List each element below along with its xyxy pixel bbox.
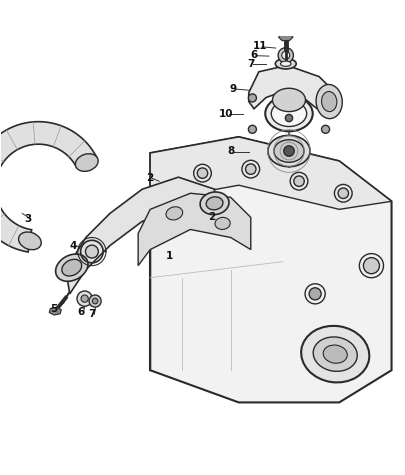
Ellipse shape xyxy=(166,207,183,220)
Text: 7: 7 xyxy=(247,59,254,69)
Ellipse shape xyxy=(19,232,41,250)
Ellipse shape xyxy=(62,259,82,276)
Ellipse shape xyxy=(323,345,347,363)
Ellipse shape xyxy=(268,135,310,167)
Circle shape xyxy=(286,114,292,122)
Circle shape xyxy=(322,94,330,102)
Text: 1: 1 xyxy=(166,251,173,261)
Polygon shape xyxy=(0,122,97,252)
Circle shape xyxy=(294,176,304,186)
Ellipse shape xyxy=(316,85,342,119)
Ellipse shape xyxy=(274,140,304,162)
Ellipse shape xyxy=(273,88,305,112)
Circle shape xyxy=(92,298,98,304)
Ellipse shape xyxy=(275,58,296,69)
Polygon shape xyxy=(49,307,61,315)
Text: 9: 9 xyxy=(229,84,236,94)
Text: 2: 2 xyxy=(146,173,153,183)
Circle shape xyxy=(363,257,379,274)
Text: 8: 8 xyxy=(228,146,235,156)
Polygon shape xyxy=(150,137,392,402)
Polygon shape xyxy=(150,137,392,209)
Text: 4: 4 xyxy=(69,240,77,250)
Ellipse shape xyxy=(281,61,291,66)
Ellipse shape xyxy=(322,92,337,112)
Circle shape xyxy=(248,125,256,133)
Ellipse shape xyxy=(75,154,98,171)
Polygon shape xyxy=(279,34,293,41)
Circle shape xyxy=(245,164,256,174)
Circle shape xyxy=(89,295,101,307)
Circle shape xyxy=(77,291,92,306)
Text: 6: 6 xyxy=(77,307,85,317)
Circle shape xyxy=(85,245,98,258)
Ellipse shape xyxy=(215,218,230,229)
Polygon shape xyxy=(138,193,251,266)
Polygon shape xyxy=(249,66,337,109)
Text: 7: 7 xyxy=(88,309,96,319)
Text: 2: 2 xyxy=(208,212,215,222)
Circle shape xyxy=(81,295,88,302)
Circle shape xyxy=(278,48,293,63)
Ellipse shape xyxy=(265,96,313,131)
Ellipse shape xyxy=(200,192,229,215)
Circle shape xyxy=(282,51,290,59)
Circle shape xyxy=(248,94,256,102)
Text: 11: 11 xyxy=(252,41,267,51)
Circle shape xyxy=(284,146,294,156)
Circle shape xyxy=(338,188,349,199)
Ellipse shape xyxy=(313,337,357,371)
Ellipse shape xyxy=(301,326,369,382)
Text: 3: 3 xyxy=(24,214,31,224)
Text: 6: 6 xyxy=(250,50,257,60)
Polygon shape xyxy=(66,177,215,294)
Circle shape xyxy=(322,125,330,133)
Ellipse shape xyxy=(271,101,307,126)
Ellipse shape xyxy=(206,197,223,210)
Text: 10: 10 xyxy=(219,109,233,119)
Text: 5: 5 xyxy=(50,304,57,314)
Ellipse shape xyxy=(55,254,88,281)
Circle shape xyxy=(309,288,321,300)
Circle shape xyxy=(197,168,208,179)
